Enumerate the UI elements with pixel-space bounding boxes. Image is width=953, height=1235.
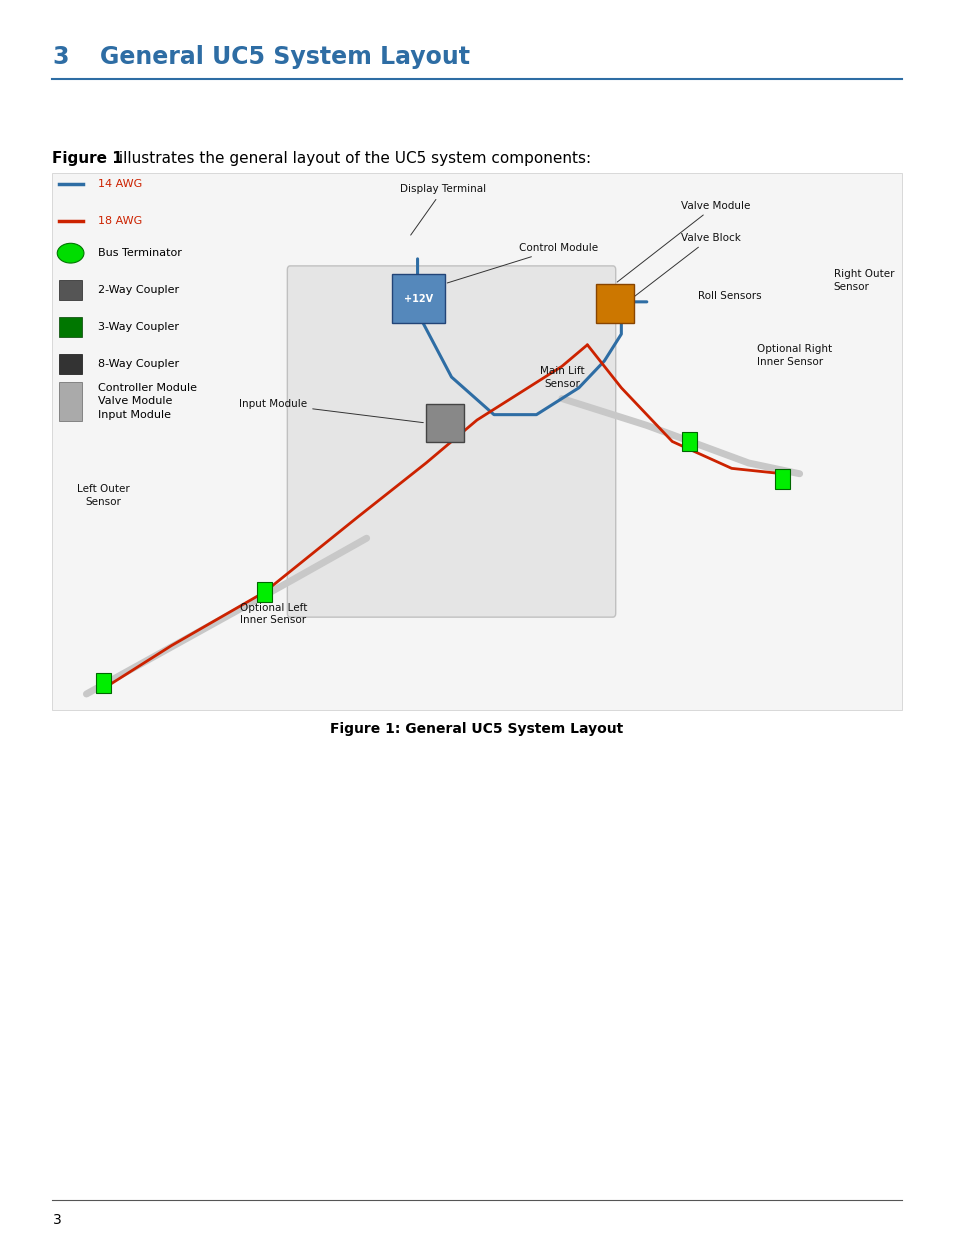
Bar	[59, 317, 82, 337]
Text: Control Module: Control Module	[447, 243, 598, 283]
Text: 14 AWG: 14 AWG	[98, 179, 142, 189]
FancyBboxPatch shape	[287, 266, 615, 618]
Text: Right Outer
Sensor: Right Outer Sensor	[833, 269, 893, 291]
Text: Bus Terminator: Bus Terminator	[98, 248, 182, 258]
Text: General UC5 System Layout: General UC5 System Layout	[100, 46, 470, 69]
Text: Roll Sensors: Roll Sensors	[697, 291, 760, 301]
Text: +12V: +12V	[403, 294, 433, 304]
Text: Controller Module
Valve Module
Input Module: Controller Module Valve Module Input Mod…	[98, 383, 197, 420]
Text: Display Terminal: Display Terminal	[399, 184, 486, 235]
Bar	[59, 280, 82, 300]
Text: Valve Block: Valve Block	[617, 232, 740, 310]
Text: Valve Module: Valve Module	[617, 200, 749, 282]
FancyBboxPatch shape	[596, 284, 634, 324]
Bar	[256, 582, 273, 601]
Text: Optional Right
Inner Sensor: Optional Right Inner Sensor	[757, 345, 831, 367]
Bar	[680, 432, 696, 452]
FancyBboxPatch shape	[392, 274, 444, 324]
Text: 2-Way Coupler: 2-Way Coupler	[98, 285, 179, 295]
Bar	[52, 173, 901, 710]
Ellipse shape	[57, 243, 84, 263]
Bar	[95, 673, 111, 693]
Text: 18 AWG: 18 AWG	[98, 216, 142, 226]
Text: Figure 1: General UC5 System Layout: Figure 1: General UC5 System Layout	[330, 722, 623, 736]
Text: Input Module: Input Module	[239, 399, 423, 422]
Text: Left Outer
Sensor: Left Outer Sensor	[77, 484, 130, 506]
Text: 8-Way Coupler: 8-Way Coupler	[98, 359, 179, 369]
FancyBboxPatch shape	[426, 405, 464, 442]
Text: 3: 3	[52, 46, 69, 69]
Text: illustrates the general layout of the UC5 system components:: illustrates the general layout of the UC…	[113, 151, 590, 165]
Bar	[59, 382, 82, 421]
Bar	[59, 354, 82, 374]
Text: 3: 3	[52, 1213, 61, 1226]
Bar	[774, 469, 789, 489]
Text: Optional Left
Inner Sensor: Optional Left Inner Sensor	[239, 603, 307, 625]
Text: 3-Way Coupler: 3-Way Coupler	[98, 322, 179, 332]
Text: Figure 1: Figure 1	[52, 151, 123, 165]
Text: Main Lift
Sensor: Main Lift Sensor	[539, 367, 583, 389]
